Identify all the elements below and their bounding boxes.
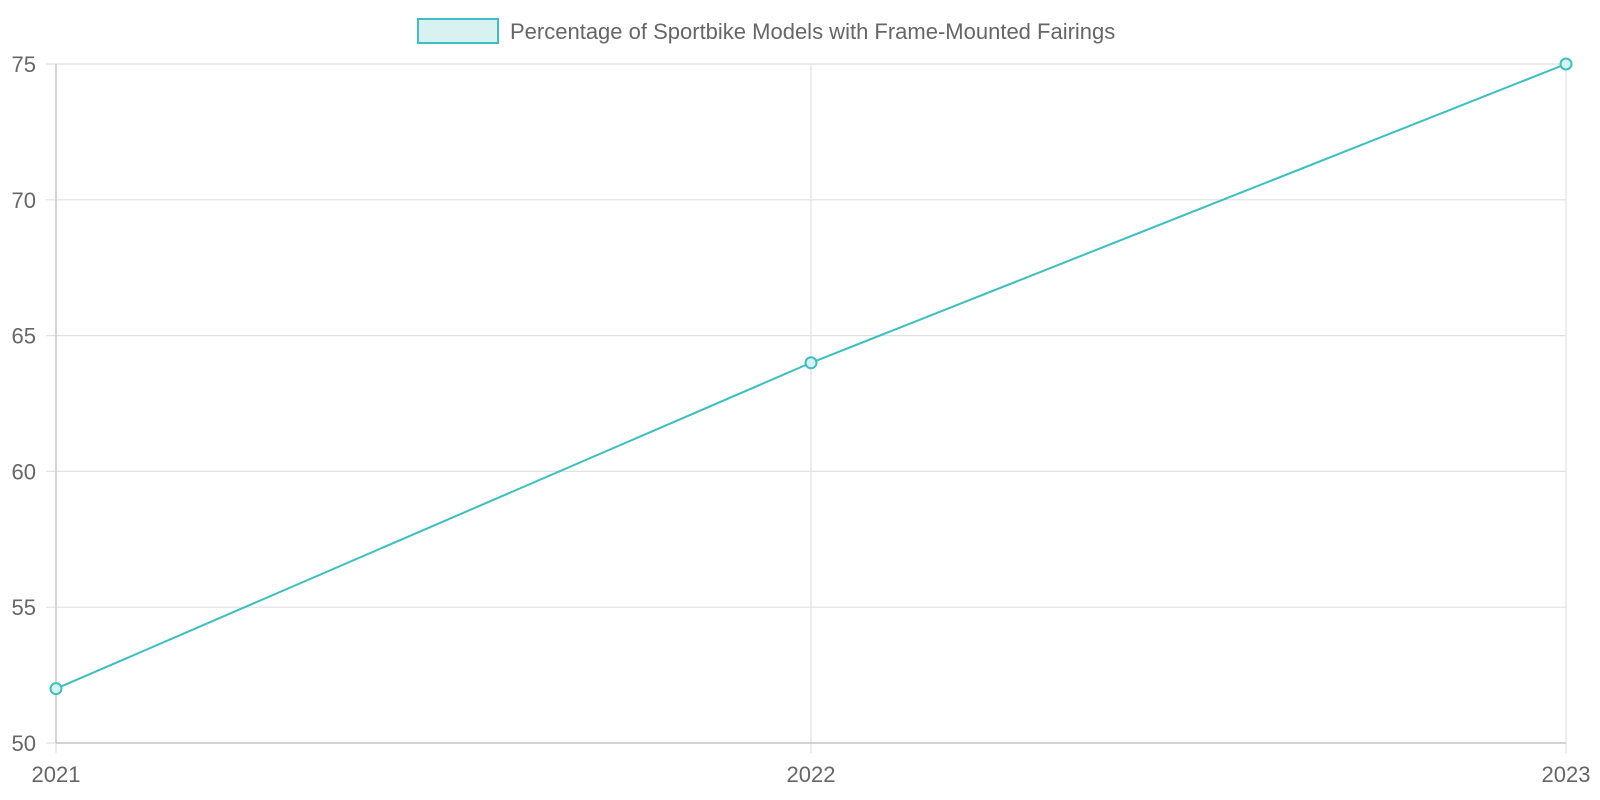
y-tick-label: 70 (12, 188, 36, 213)
series-group (49, 57, 1573, 696)
data-point[interactable] (804, 356, 818, 370)
y-tick-label: 55 (12, 595, 36, 620)
axes (55, 64, 1566, 744)
y-tick-labels: 50 55 60 65 70 75 (12, 52, 36, 756)
y-tick-label: 60 (12, 459, 36, 484)
y-gridlines (46, 63, 1566, 744)
x-tick-label: 2021 (32, 762, 81, 787)
y-tick-label: 65 (12, 324, 36, 349)
x-tick-label: 2023 (1542, 762, 1591, 787)
legend-swatch[interactable] (417, 18, 499, 44)
data-point[interactable] (1559, 57, 1573, 71)
x-gridlines (55, 64, 1567, 753)
legend-label[interactable]: Percentage of Sportbike Models with Fram… (510, 19, 1115, 44)
y-tick-label: 50 (12, 731, 36, 756)
legend[interactable]: Percentage of Sportbike Models with Fram… (417, 18, 1115, 44)
y-tick-label: 75 (12, 52, 36, 77)
data-point[interactable] (49, 682, 63, 696)
x-tick-labels: 2021 2022 2023 (32, 762, 1591, 787)
x-tick-label: 2022 (787, 762, 836, 787)
